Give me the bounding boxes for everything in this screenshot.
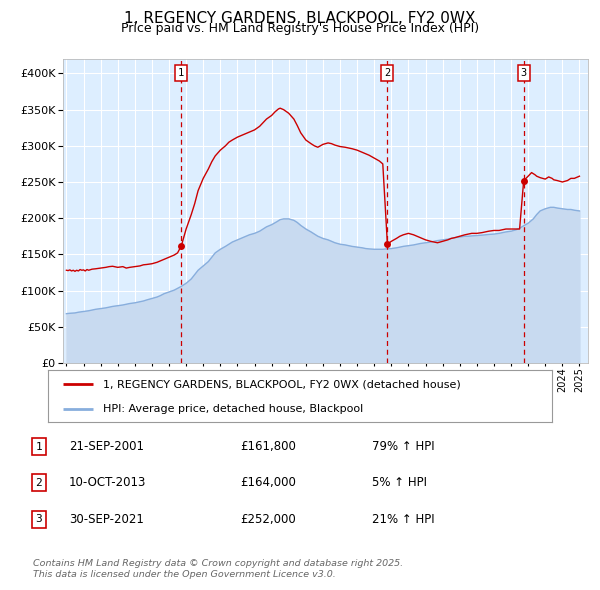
Text: 1: 1 — [35, 442, 43, 451]
Text: 1, REGENCY GARDENS, BLACKPOOL, FY2 0WX: 1, REGENCY GARDENS, BLACKPOOL, FY2 0WX — [124, 11, 476, 25]
Text: £161,800: £161,800 — [240, 440, 296, 453]
Text: 5% ↑ HPI: 5% ↑ HPI — [372, 476, 427, 489]
Text: 21% ↑ HPI: 21% ↑ HPI — [372, 513, 434, 526]
Text: 3: 3 — [521, 68, 527, 78]
Text: 21-SEP-2001: 21-SEP-2001 — [69, 440, 144, 453]
Text: Contains HM Land Registry data © Crown copyright and database right 2025.
This d: Contains HM Land Registry data © Crown c… — [33, 559, 403, 579]
Text: HPI: Average price, detached house, Blackpool: HPI: Average price, detached house, Blac… — [103, 404, 364, 414]
Text: 2: 2 — [35, 478, 43, 487]
Text: 30-SEP-2021: 30-SEP-2021 — [69, 513, 144, 526]
Text: £164,000: £164,000 — [240, 476, 296, 489]
Text: £252,000: £252,000 — [240, 513, 296, 526]
Text: 1, REGENCY GARDENS, BLACKPOOL, FY2 0WX (detached house): 1, REGENCY GARDENS, BLACKPOOL, FY2 0WX (… — [103, 379, 461, 389]
Text: 1: 1 — [178, 68, 184, 78]
Text: 3: 3 — [35, 514, 43, 524]
Text: 2: 2 — [384, 68, 391, 78]
Text: Price paid vs. HM Land Registry's House Price Index (HPI): Price paid vs. HM Land Registry's House … — [121, 22, 479, 35]
Text: 79% ↑ HPI: 79% ↑ HPI — [372, 440, 434, 453]
Text: 10-OCT-2013: 10-OCT-2013 — [69, 476, 146, 489]
